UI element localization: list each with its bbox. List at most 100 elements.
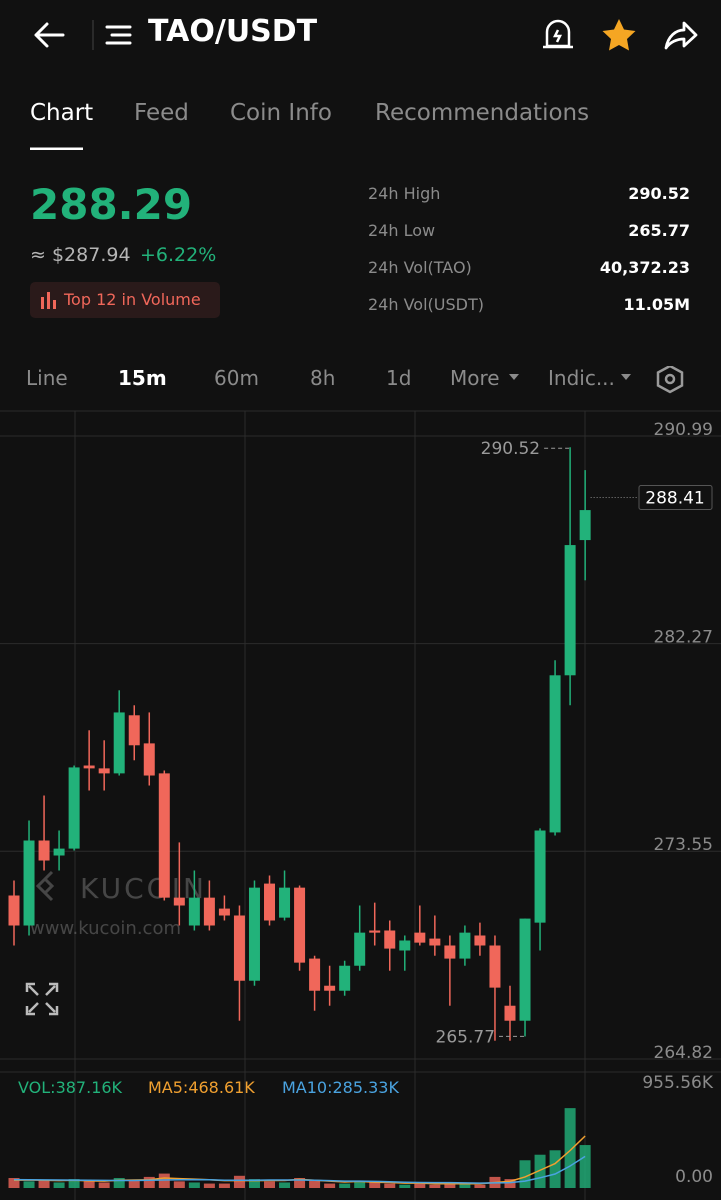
interval-icons <box>509 366 684 394</box>
stat-label: 24h Vol(TAO) <box>368 258 472 277</box>
usd-price: ≈ $287.94 <box>30 244 131 266</box>
candle-body <box>113 712 125 774</box>
y-tick-label: 264.82 <box>654 1043 713 1063</box>
volume-bar <box>203 1183 215 1188</box>
candle-body <box>188 897 200 926</box>
volume-bar <box>8 1178 20 1188</box>
header-icons <box>30 19 698 150</box>
tab[interactable]: Feed <box>134 100 189 126</box>
candle-body <box>83 765 95 769</box>
candle-body <box>324 985 336 991</box>
volume-bar <box>474 1184 486 1188</box>
watermark-text: KUCOIN <box>80 872 207 905</box>
candle-body <box>429 938 441 946</box>
last-price-label: 288.41 <box>645 488 704 508</box>
candle-body <box>354 932 366 966</box>
volume-bar <box>429 1184 441 1188</box>
ma10-line <box>13 1155 586 1184</box>
volume-bar <box>564 1108 576 1188</box>
dropdown-caret <box>509 374 519 380</box>
volume-bar <box>549 1150 561 1188</box>
interval[interactable]: 15m <box>118 366 167 390</box>
volume-bar <box>534 1154 546 1188</box>
stat-label: 24h Vol(USDT) <box>368 295 484 314</box>
volume-bar <box>309 1180 321 1188</box>
candle-body <box>549 675 561 833</box>
interval[interactable]: 60m <box>214 366 259 390</box>
low-marker: 265.77 <box>436 1027 495 1047</box>
back-button[interactable] <box>34 22 65 48</box>
stat-value: 265.77 <box>628 221 690 240</box>
volume-bar <box>53 1182 65 1188</box>
interval[interactable]: 8h <box>310 366 336 390</box>
dropdown-caret <box>621 374 631 380</box>
volume-bar <box>294 1178 306 1188</box>
candle-body <box>248 887 260 981</box>
candle-body <box>264 883 276 921</box>
y-tick-label: 282.27 <box>654 628 713 648</box>
volume-bar <box>324 1183 336 1188</box>
candle-body <box>158 773 170 898</box>
candle-body <box>489 945 501 988</box>
interval[interactable]: 1d <box>386 366 412 390</box>
candle-body <box>128 715 140 746</box>
volume-bar <box>459 1183 471 1188</box>
price-change: +6.22% <box>140 244 217 266</box>
tab[interactable]: Recommendations <box>375 100 590 126</box>
stat-label: 24h Low <box>368 221 436 240</box>
volume-bar <box>113 1178 125 1188</box>
volume-badge[interactable]: Top 12 in Volume <box>30 282 220 318</box>
interval[interactable]: Indic... <box>548 366 615 390</box>
candle-body <box>339 965 351 991</box>
watermark: KUCOIN www.kucoin.com <box>30 870 207 939</box>
tab[interactable]: Coin Info <box>230 100 332 126</box>
favorite-star[interactable] <box>602 19 636 51</box>
alert-icon[interactable] <box>543 19 573 49</box>
interval[interactable]: More <box>450 366 500 390</box>
menu-icon[interactable] <box>105 25 132 45</box>
volume-bar <box>233 1175 245 1188</box>
candle-body <box>8 895 20 926</box>
y-tick-label: 290.99 <box>654 420 713 440</box>
watermark-url: www.kucoin.com <box>30 918 181 939</box>
interval[interactable]: Line <box>26 366 68 390</box>
fullscreen-icon[interactable] <box>25 982 59 1016</box>
candle-body <box>309 958 321 991</box>
volume-bar <box>173 1181 185 1188</box>
candle-body <box>534 830 546 923</box>
candle-body <box>504 1005 516 1021</box>
ma5-line <box>13 1135 586 1185</box>
volume-bar <box>264 1181 276 1188</box>
candle-body <box>564 545 576 676</box>
volume-bar <box>279 1182 291 1188</box>
volume-bar <box>519 1160 531 1188</box>
candle-body <box>53 848 65 856</box>
volume-bar <box>369 1182 381 1188</box>
volume-bar <box>339 1183 351 1188</box>
stat-value: 11.05M <box>623 295 690 314</box>
badge-text: Top 12 in Volume <box>64 290 201 309</box>
candle-body <box>203 897 215 926</box>
volume-bar <box>579 1145 591 1188</box>
volume-tick-label: 955.56K <box>642 1073 713 1093</box>
candle-body <box>173 897 185 906</box>
candle-body <box>384 930 396 949</box>
settings-icon[interactable] <box>656 366 684 394</box>
share-icon[interactable] <box>664 21 698 50</box>
stat-value: 40,372.23 <box>599 258 690 277</box>
candle-body <box>519 918 531 1021</box>
tab[interactable]: Chart <box>30 100 94 126</box>
volume-tick-label: 0.00 <box>675 1167 713 1187</box>
volume-bar <box>444 1182 456 1188</box>
candle-body <box>68 767 80 849</box>
candle-body <box>233 915 245 981</box>
badge-icon <box>41 292 56 309</box>
volume-legend: VOL:387.16K <box>18 1078 123 1097</box>
candle-body <box>143 743 155 776</box>
volume-bar <box>128 1180 140 1188</box>
candle-body <box>444 945 456 959</box>
volume-bar <box>83 1181 95 1188</box>
candle-body <box>38 840 50 861</box>
